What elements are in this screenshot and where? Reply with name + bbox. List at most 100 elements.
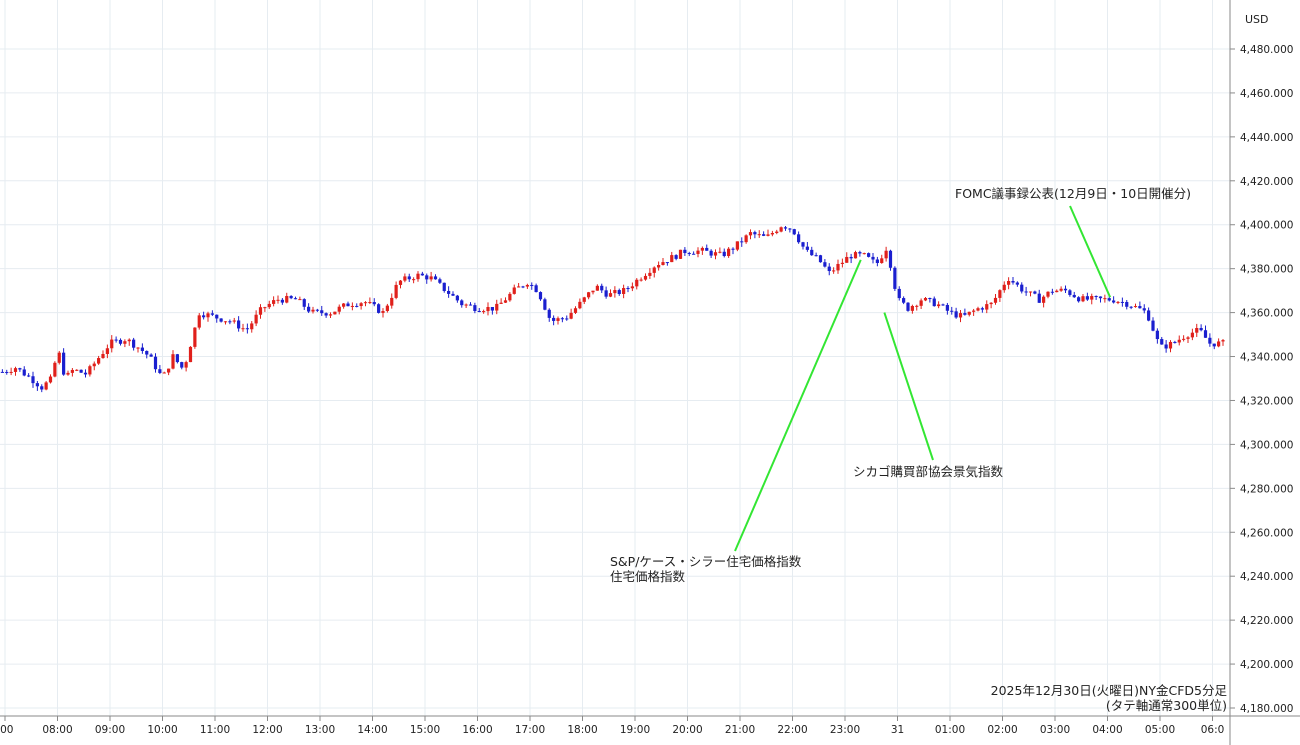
candle-body	[381, 311, 385, 313]
candle-body	[482, 311, 486, 313]
candle-body	[600, 285, 604, 291]
candle-body	[285, 295, 289, 303]
candle-body	[1077, 297, 1081, 302]
candle-body	[468, 304, 473, 306]
candle-body	[1103, 298, 1107, 300]
candle-body	[302, 299, 306, 307]
candle-body	[1011, 281, 1015, 283]
candle-body	[722, 251, 726, 257]
candle-body	[346, 303, 350, 307]
candle-body	[1063, 288, 1068, 291]
candle-body	[215, 314, 219, 319]
candle-body	[363, 302, 368, 304]
x-tick-label: 31	[891, 724, 904, 736]
candle-body	[241, 328, 245, 330]
candle-body	[1151, 320, 1155, 331]
candle-body	[630, 286, 634, 289]
candle-body	[740, 241, 744, 243]
candle-body	[1081, 296, 1085, 302]
candle-body	[66, 372, 70, 375]
x-tick-label: 23:00	[830, 724, 860, 736]
candle-body	[407, 276, 411, 280]
candle-body	[932, 298, 936, 307]
candle-body	[880, 258, 884, 264]
candle-body	[770, 233, 774, 235]
candle-body	[495, 303, 499, 311]
candle-body	[512, 287, 516, 294]
candle-body	[412, 279, 416, 281]
candle-body	[425, 275, 429, 280]
candle-body	[1199, 327, 1203, 331]
candle-body	[678, 249, 683, 259]
candle-body	[871, 256, 875, 260]
candle-body	[368, 302, 372, 304]
candle-body	[140, 347, 144, 351]
candle-body	[350, 305, 354, 307]
candle-body	[75, 369, 79, 371]
annotation-chicago-pmi: シカゴ購買部協会景気指数	[853, 464, 1004, 479]
candle-body	[359, 303, 363, 307]
candle-body	[315, 309, 319, 311]
candle-body	[998, 290, 1002, 298]
candle-body	[228, 321, 232, 323]
candle-body	[1024, 291, 1028, 293]
candle-body	[670, 255, 674, 263]
annotation-line	[883, 312, 934, 461]
candle-body	[1094, 295, 1098, 297]
candle-body	[1217, 341, 1221, 347]
y-tick-label: 4,300.000	[1240, 439, 1293, 451]
candle-body	[337, 306, 341, 312]
candle-body	[687, 253, 691, 255]
candle-body	[867, 253, 871, 257]
candle-body	[923, 298, 928, 301]
candle-body	[534, 285, 538, 293]
candle-body	[989, 302, 993, 305]
x-tick-label: 20:00	[672, 724, 702, 736]
candle-body	[692, 253, 696, 255]
price-axis: 4,180.000 4,200.000 4,220.000 4,240.000 4,26…	[1230, 44, 1293, 715]
candle-body	[232, 320, 236, 322]
x-tick-label: 05:00	[1145, 724, 1175, 736]
y-tick-label: 4,200.000	[1240, 659, 1293, 671]
candle-body	[79, 369, 83, 373]
candle-body	[118, 339, 123, 344]
x-tick-label: :00	[0, 724, 13, 736]
candle-body	[963, 313, 967, 315]
candle-body	[184, 362, 188, 368]
candle-body	[967, 311, 971, 315]
candle-body	[486, 307, 490, 312]
candles	[0, 225, 1225, 393]
candle-body	[1002, 284, 1006, 291]
candle-body	[657, 265, 661, 268]
candle-body	[1138, 306, 1142, 309]
annotation-lines	[734, 205, 1112, 552]
candle-body	[521, 286, 525, 288]
candle-body	[753, 232, 757, 235]
candle-body	[709, 250, 713, 256]
candle-body	[538, 292, 543, 300]
candle-body	[748, 232, 753, 236]
candle-body	[543, 299, 547, 310]
candle-body	[499, 302, 503, 304]
y-tick-label: 4,480.000	[1240, 44, 1293, 56]
candle-body	[626, 288, 630, 290]
candle-body	[442, 282, 446, 291]
candle-body	[1133, 306, 1138, 308]
candle-body	[110, 339, 114, 349]
candle-body	[1116, 301, 1120, 303]
candle-body	[757, 234, 761, 236]
candle-body	[267, 303, 271, 308]
candle-body	[342, 303, 346, 307]
x-tick-label: 22:00	[777, 724, 807, 736]
candle-body	[171, 354, 175, 369]
candle-body	[1055, 290, 1059, 293]
candle-body	[123, 341, 127, 344]
candle-body	[639, 279, 643, 281]
candle-body	[447, 290, 451, 294]
x-tick-label: 02:00	[987, 724, 1017, 736]
candle-body	[1160, 339, 1164, 345]
y-tick-label: 4,420.000	[1240, 176, 1293, 188]
candle-body	[1212, 343, 1216, 347]
candle-body	[797, 234, 801, 243]
